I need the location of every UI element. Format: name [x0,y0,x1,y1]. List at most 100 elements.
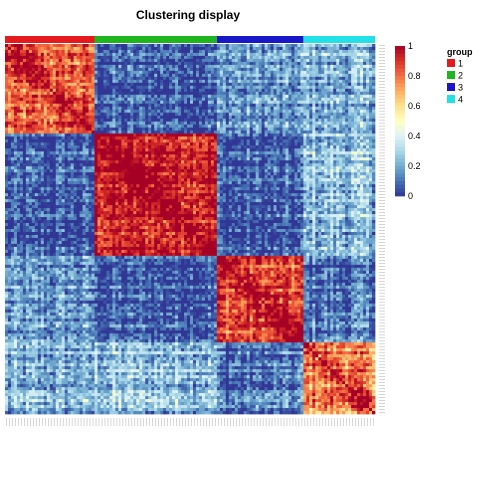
heatmap-cell [145,151,149,155]
heatmap-cell [240,112,245,116]
heatmap-cell [172,109,176,113]
heatmap-cell [228,103,233,108]
heatmap-cell [187,73,191,78]
heatmap-cell [163,106,167,110]
heatmap-cell [366,136,370,140]
heatmap-cell [285,160,289,164]
heatmap-cell [345,109,349,113]
heatmap-cell [112,136,116,140]
heatmap-cell [160,76,164,81]
heatmap-cell [222,55,227,60]
heatmap-cell [121,151,125,155]
heatmap-cell [100,145,104,149]
heatmap-cell [61,139,66,143]
heatmap-cell [37,94,42,99]
heatmap-cell [172,133,176,137]
heatmap-cell [22,88,27,93]
heatmap-cell [118,73,122,78]
heatmap-cell [198,61,203,66]
heatmap-cell [369,145,373,149]
heatmap-cell [10,112,15,116]
heatmap-cell [70,124,74,128]
heatmap-cell [151,46,155,51]
heatmap-cell [91,52,95,57]
heatmap-cell [58,73,63,78]
heatmap-cell [118,97,122,102]
heatmap-cell [246,67,251,72]
heatmap-cell [288,130,292,134]
heatmap-cell [249,61,254,66]
heatmap-cell [234,112,239,116]
heatmap-cell [258,44,262,48]
heatmap-cell [357,46,361,51]
heatmap-cell [103,115,107,119]
heatmap-cell [37,79,42,84]
heatmap-cell [25,58,30,63]
heatmap-cell [100,112,104,116]
heatmap-cell [172,61,176,66]
heatmap-cell [106,49,110,54]
heatmap-cell [345,160,349,164]
heatmap-cell [342,44,346,48]
heatmap-cell [246,127,251,131]
heatmap-cell [252,142,256,146]
heatmap-cell [88,151,92,155]
heatmap-cell [181,139,185,143]
heatmap-cell [151,58,155,63]
heatmap-cell [309,82,313,87]
heatmap-cell [372,103,376,108]
heatmap-cell [267,133,271,137]
heatmap-cell [19,49,24,54]
heatmap-cell [142,67,146,72]
heatmap-cell [249,76,254,81]
heatmap-cell [172,136,176,140]
heatmap-cell [142,133,146,137]
heatmap-cell [336,70,340,75]
heatmap-cell [106,133,110,137]
heatmap-cell [187,58,191,63]
heatmap-cell [22,49,27,54]
heatmap-cell [201,44,206,48]
heatmap-cell [279,157,283,161]
heatmap-cell [252,88,256,93]
heatmap-cell [366,79,370,84]
heatmap-cell [318,61,322,66]
heatmap-cell [31,97,36,102]
heatmap-cell [237,46,242,51]
heatmap-cell [195,73,200,78]
heatmap-cell [312,64,316,69]
heatmap-cell [97,121,101,125]
heatmap-cell [169,160,173,164]
heatmap-cell [127,154,131,158]
heatmap-cell [85,142,89,146]
heatmap-cell [5,64,9,69]
heatmap-cell [369,154,373,158]
heatmap-cell [312,49,316,54]
heatmap-cell [10,49,15,54]
heatmap-cell [294,139,298,143]
heatmap-cell [348,139,352,143]
heatmap-cell [279,46,283,51]
heatmap-cell [178,82,182,87]
heatmap-cell [279,145,283,149]
heatmap-cell [49,44,54,48]
heatmap-cell [345,112,349,116]
heatmap-cell [151,103,155,108]
heatmap-cell [22,64,27,69]
heatmap-cell [351,91,355,96]
heatmap-cell [216,52,221,57]
heatmap-cell [300,136,304,140]
heatmap-cell [282,160,286,164]
heatmap-cell [28,154,33,158]
heatmap-cell [213,76,218,81]
heatmap-cell [357,124,361,128]
heatmap-cell [273,103,277,108]
heatmap-cell [297,91,301,96]
heatmap-cell [34,46,39,51]
heatmap-cell [13,67,18,72]
heatmap-cell [321,124,325,128]
heatmap-cell [204,121,209,125]
heatmap-cell [136,145,140,149]
heatmap-cell [309,127,313,131]
heatmap-cell [139,67,143,72]
